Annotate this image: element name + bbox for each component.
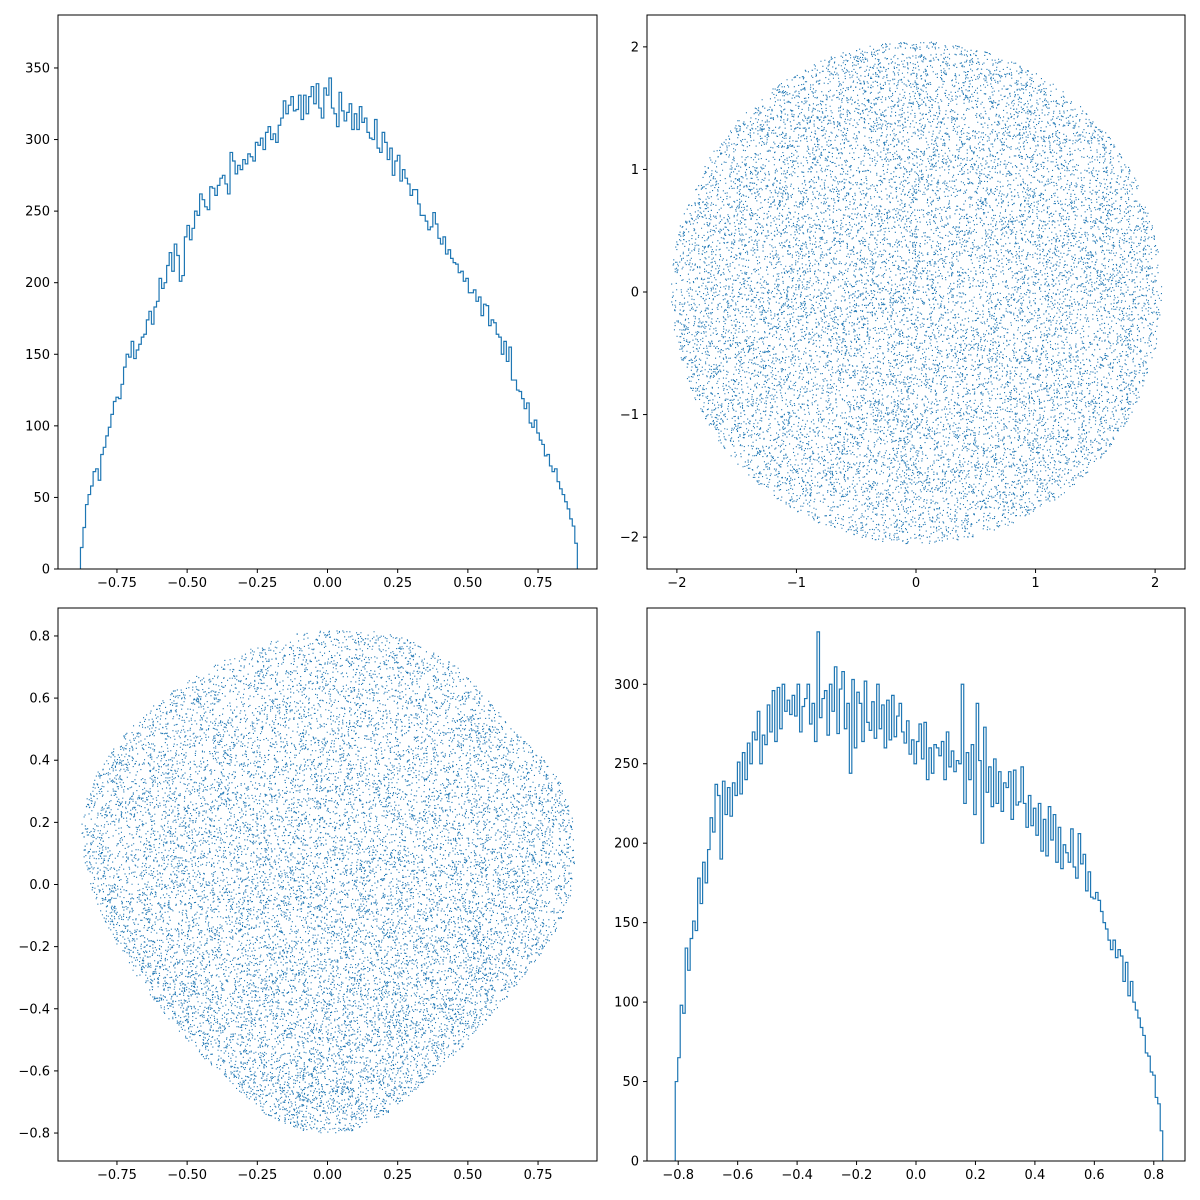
y-tick-label: −0.2 — [18, 940, 50, 955]
x-tick-label: 0.50 — [453, 576, 482, 591]
y-tick-label: 100 — [25, 419, 50, 434]
x-tick-label: 1 — [1031, 576, 1039, 591]
y-tick-label: 350 — [25, 61, 50, 76]
x-tick-label: 0.50 — [453, 1168, 482, 1183]
x-tick-label: 0.00 — [313, 1168, 342, 1183]
x-tick-label: −0.2 — [841, 1168, 873, 1183]
y-tick-label: −0.8 — [18, 1127, 50, 1142]
x-tick-label: −0.6 — [722, 1168, 754, 1183]
y-tick-label: 50 — [622, 1075, 639, 1090]
y-tick-label: 300 — [614, 678, 639, 693]
y-tick-label: 0 — [631, 286, 639, 301]
x-tick-label: 0.25 — [383, 1168, 412, 1183]
histogram-step-line — [79, 77, 578, 569]
x-tick-label: −2 — [667, 576, 686, 591]
scatter-points — [671, 41, 1163, 545]
y-tick-label: 0.8 — [29, 629, 50, 644]
x-tick-label: 0.8 — [1143, 1168, 1164, 1183]
x-tick-label: −1 — [787, 576, 806, 591]
x-tick-label: −0.50 — [167, 1168, 207, 1183]
x-tick-label: −0.25 — [237, 576, 277, 591]
x-tick-label: −0.4 — [781, 1168, 813, 1183]
plot-area — [674, 631, 1164, 1161]
axes-frame — [646, 607, 1186, 1162]
x-tick-label: 0 — [912, 576, 920, 591]
y-tick-label: 0 — [631, 1155, 639, 1170]
plot-area — [81, 630, 575, 1134]
x-tick-label: 0.75 — [524, 576, 553, 591]
y-tick-label: 250 — [614, 757, 639, 772]
x-tick-label: −0.25 — [237, 1168, 277, 1183]
x-tick-label: 0.0 — [906, 1168, 927, 1183]
x-tick-label: 0.75 — [524, 1168, 553, 1183]
panel-bottom-right-histogram: −0.8 −0.6 −0.4 −0.2 0.0 0.2 0.4 0.6 0.8 0 50 100 150… — [614, 607, 1186, 1183]
x-tick-label: 0.6 — [1084, 1168, 1105, 1183]
axes-frame — [57, 14, 598, 570]
y-tick-label: 200 — [25, 276, 50, 291]
y-tick-label: 250 — [25, 205, 50, 220]
panel-top-left-histogram: −0.75 −0.50 −0.25 0.00 0.25 0.50 0.75 0 50 100 150… — [25, 14, 598, 591]
plot-area — [671, 41, 1163, 545]
x-tick-label: −0.50 — [167, 576, 207, 591]
x-tick-label: −0.75 — [97, 1168, 137, 1183]
y-tick-label: 0.4 — [29, 754, 50, 769]
x-tick-label: −0.8 — [662, 1168, 694, 1183]
y-tick-label: 150 — [25, 348, 50, 363]
y-tick-label: 0 — [42, 563, 50, 578]
y-tick-label: 50 — [33, 491, 50, 506]
x-tick-label: 0.25 — [383, 576, 412, 591]
plot-area — [79, 77, 578, 569]
panel-bottom-left-scatter: −0.75 −0.50 −0.25 0.00 0.25 0.50 0.75 −0.8 −0.6 −… — [18, 607, 598, 1183]
histogram-step-line — [674, 631, 1164, 1161]
x-tick-label: 2 — [1151, 576, 1159, 591]
y-tick-label: 0.6 — [29, 692, 50, 707]
y-tick-label: 1 — [631, 163, 639, 178]
y-tick-label: 200 — [614, 837, 639, 852]
y-tick-label: −1 — [620, 408, 639, 423]
y-tick-label: 0.2 — [29, 816, 50, 831]
y-tick-label: −0.4 — [18, 1002, 50, 1017]
x-tick-label: 0.2 — [965, 1168, 986, 1183]
x-tick-label: −0.75 — [97, 576, 137, 591]
x-tick-label: 0.4 — [1025, 1168, 1046, 1183]
scatter-points — [81, 630, 575, 1134]
y-tick-label: −2 — [620, 531, 639, 546]
x-tick-label: 0.00 — [313, 576, 342, 591]
y-tick-label: 2 — [631, 40, 639, 55]
panel-top-right-scatter: −2 −1 0 1 2 −2 −1 0 1 2 — [620, 14, 1186, 591]
y-tick-label: −0.6 — [18, 1064, 50, 1079]
y-tick-label: 300 — [25, 133, 50, 148]
y-tick-label: 150 — [614, 916, 639, 931]
y-tick-label: 100 — [614, 996, 639, 1011]
y-tick-label: 0.0 — [29, 878, 50, 893]
